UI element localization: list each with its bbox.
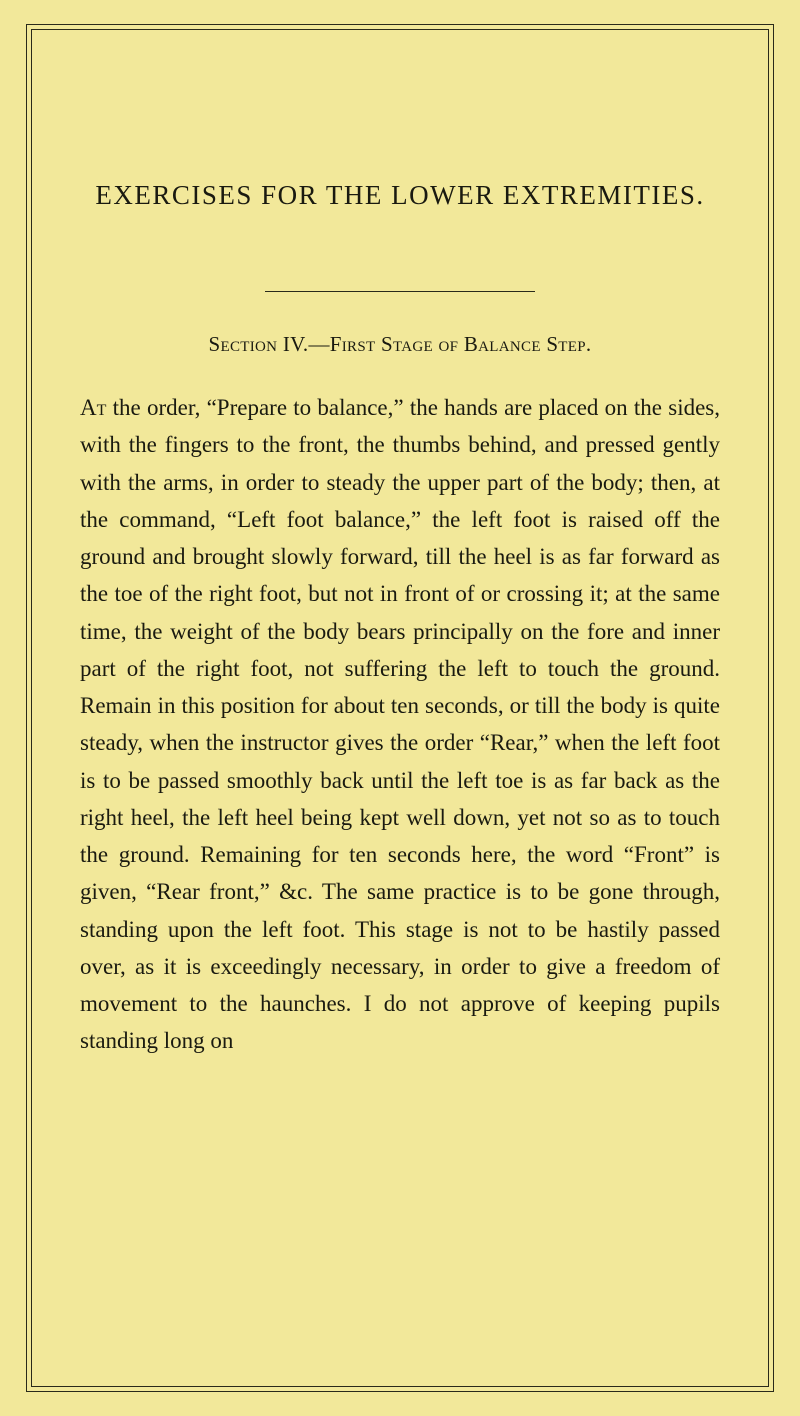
outer-frame: EXERCISES FOR THE LOWER EXTREMITIES. Sec… (26, 24, 774, 1392)
first-word: At (80, 395, 106, 420)
inner-frame: EXERCISES FOR THE LOWER EXTREMITIES. Sec… (31, 29, 769, 1387)
page-title: EXERCISES FOR THE LOWER EXTREMITIES. (95, 180, 704, 211)
section-heading: Section IV.—First Stage of Balance Step. (209, 332, 592, 357)
body-paragraph: At the order, “Prepare to balance,” the … (80, 389, 720, 1060)
divider-rule (265, 291, 535, 292)
body-text-rest: the order, “Prepare to balance,” the han… (80, 395, 720, 1053)
